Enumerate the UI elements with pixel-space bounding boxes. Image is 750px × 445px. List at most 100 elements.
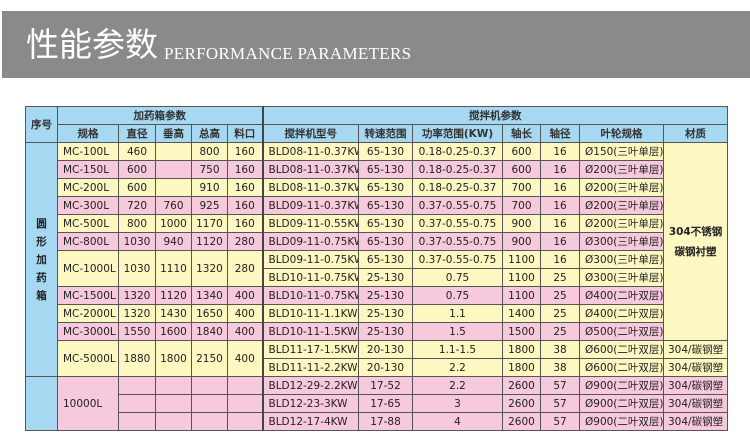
header-mixer-params: 搅拌机参数 [261,106,729,125]
mixer-shaft-len: 1100 [502,250,541,269]
tank-spec: MC-500L [57,214,119,233]
tank-total: 925 [191,196,228,215]
mixer-model: BLD10-11-0.75KW [262,268,359,287]
tank-vertical: 1120 [155,286,192,305]
table-row: 10000L BLD12-29-2.2KW 17-52 2.2 2600 57 Ø900(二… [25,376,729,431]
tank-vertical: 940 [155,232,192,251]
mixer-shaft-dia: 38 [540,358,580,377]
tank-diameter: 460 [118,142,156,161]
mixer-shaft-len: 600 [502,160,541,179]
tank-port: 160 [227,178,264,197]
mixer-power: 0.18-0.25-0.37 [412,142,503,161]
column-header: 轴长 [502,124,541,143]
mixer-speed: 65-130 [358,250,413,269]
mixer-speed: 17-65 [358,394,413,413]
mixer-shaft-dia: 16 [540,214,580,233]
mixer-power: 0.75 [412,268,503,287]
mixer-power: 2.2 [412,376,503,395]
column-header: 料口 [227,124,264,143]
tank-total: 1170 [191,214,228,233]
mixer-shaft-dia: 57 [540,376,580,395]
tank-vertical [155,394,192,413]
mixer-impeller: Ø150(三叶单层) [579,142,664,161]
mixer-shaft-len: 900 [502,232,541,251]
mixer-shaft-len: 600 [502,142,541,161]
tank-port [227,412,264,431]
mixer-shaft-len: 2600 [502,412,541,431]
mixer-impeller: Ø300(三叶单层) [579,268,664,287]
mixer-impeller: Ø200(三叶单层) [579,214,664,233]
mixer-shaft-dia: 57 [540,394,580,413]
mixer-impeller: Ø600(二叶双层) [579,358,664,377]
material-cell: 304/碳钢塑 [662,394,729,413]
tank-total: 800 [191,142,228,161]
tank-spec: MC-300L [57,196,119,215]
table-row: MC-5000L 1880 1800 2150 400 BLD11-17-1.5KW 20-… [26,340,729,377]
mixer-impeller: Ø300(三叶单层) [579,250,664,269]
table-row: MC-2000L 1320 1430 1650 400 BLD10-11-1.1KW 25-… [26,304,728,323]
tank-vertical [155,160,192,179]
table-row: BLD12-17-4KW 17-88 4 2600 57 Ø900(二叶双层) 304/碳钢… [26,412,729,431]
mixer-shaft-len: 1100 [502,286,541,305]
mixer-power: 0.75 [412,286,503,305]
tank-total: 2150 [191,340,228,377]
table-row: MC-150L 600 750 160 BLD08-11-0.37KW 65-130 0.1… [26,160,728,179]
mixer-power: 4 [412,412,503,431]
mixer-power: 0.37-0.55-0.75 [412,214,503,233]
tank-port [227,394,264,413]
material-text: 304/碳钢塑 [667,361,724,374]
category-cell-empty [25,376,58,431]
mixer-speed: 25-130 [358,304,413,323]
table-row: MC-1500L 1320 1120 1340 400 BLD10-11-0.75KW 25… [26,286,728,305]
material-cell: 304/碳钢塑 [662,412,729,431]
material-text: 304/碳钢塑 [667,379,724,392]
tank-diameter: 600 [118,178,156,197]
mixer-impeller: Ø400(二叶双层) [579,286,664,305]
mixer-impeller: Ø600(二叶双层) [579,340,664,359]
mixer-shaft-dia: 25 [540,322,580,341]
tank-spec: MC-3000L [57,322,119,341]
mixer-shaft-len: 2600 [502,376,541,395]
tank-spec: MC-150L [57,160,119,179]
mixer-speed: 25-130 [358,322,413,341]
tank-total: 1120 [191,232,228,251]
material-cell: 304/碳钢塑 [662,376,729,395]
tank-vertical: 1800 [155,340,192,377]
mixer-shaft-dia: 25 [540,304,580,323]
mixer-impeller: Ø200(三叶单层) [579,178,664,197]
mixer-power: 0.18-0.25-0.37 [412,178,503,197]
mixer-impeller: Ø400(二叶双层) [579,304,664,323]
mixer-model: BLD09-11-0.55KW [262,214,359,233]
category-label: 圆形加药箱 [36,217,47,302]
tank-total: 910 [191,178,228,197]
section-title: 性能参数 [26,25,158,64]
tank-vertical [155,412,192,431]
mixer-power: 0.37-0.55-0.75 [412,232,503,251]
mixer-shaft-dia: 38 [540,340,580,359]
mixer-power: 0.37-0.55-0.75 [412,250,503,269]
material-text: 304/碳钢塑 [667,397,724,410]
table-row: MC-200L 600 910 160 BLD08-11-0.37KW 65-130 0.1… [26,178,728,197]
tank-diameter: 800 [118,214,156,233]
mixer-shaft-len: 1500 [502,322,541,341]
table-row: BLD12-23-3KW 17-65 3 2600 57 Ø900(二叶双层) 304/碳钢… [26,394,729,413]
mixer-speed: 25-130 [358,268,413,287]
tank-vertical [155,376,192,395]
tank-port [227,376,264,395]
section-banner: 性能参数 PERFORMANCE PARAMETERS [2,11,750,78]
tank-vertical: 760 [155,196,192,215]
tank-diameter: 1030 [118,250,156,287]
tank-port: 400 [227,286,264,305]
mixer-model: BLD08-11-0.37KW [262,142,359,161]
tank-spec: MC-1500L [57,286,119,305]
tank-total: 1340 [191,286,228,305]
tank-total [191,394,228,413]
table-row: MC-300L 720 760 925 160 BLD09-11-0.37KW 65-130… [26,196,728,215]
tank-port: 400 [227,340,264,377]
mixer-impeller: Ø900(二叶双层) [579,394,664,413]
tank-spec: MC-2000L [57,304,119,323]
header-tank-params: 加药箱参数 [57,106,264,125]
table-row: 圆形加药箱 MC-100L 460 800 160 BLD08-11-0.37KW 65-1… [25,142,729,377]
column-header: 规格 [57,124,119,143]
mixer-model: BLD10-11-1.1KW [262,304,359,323]
